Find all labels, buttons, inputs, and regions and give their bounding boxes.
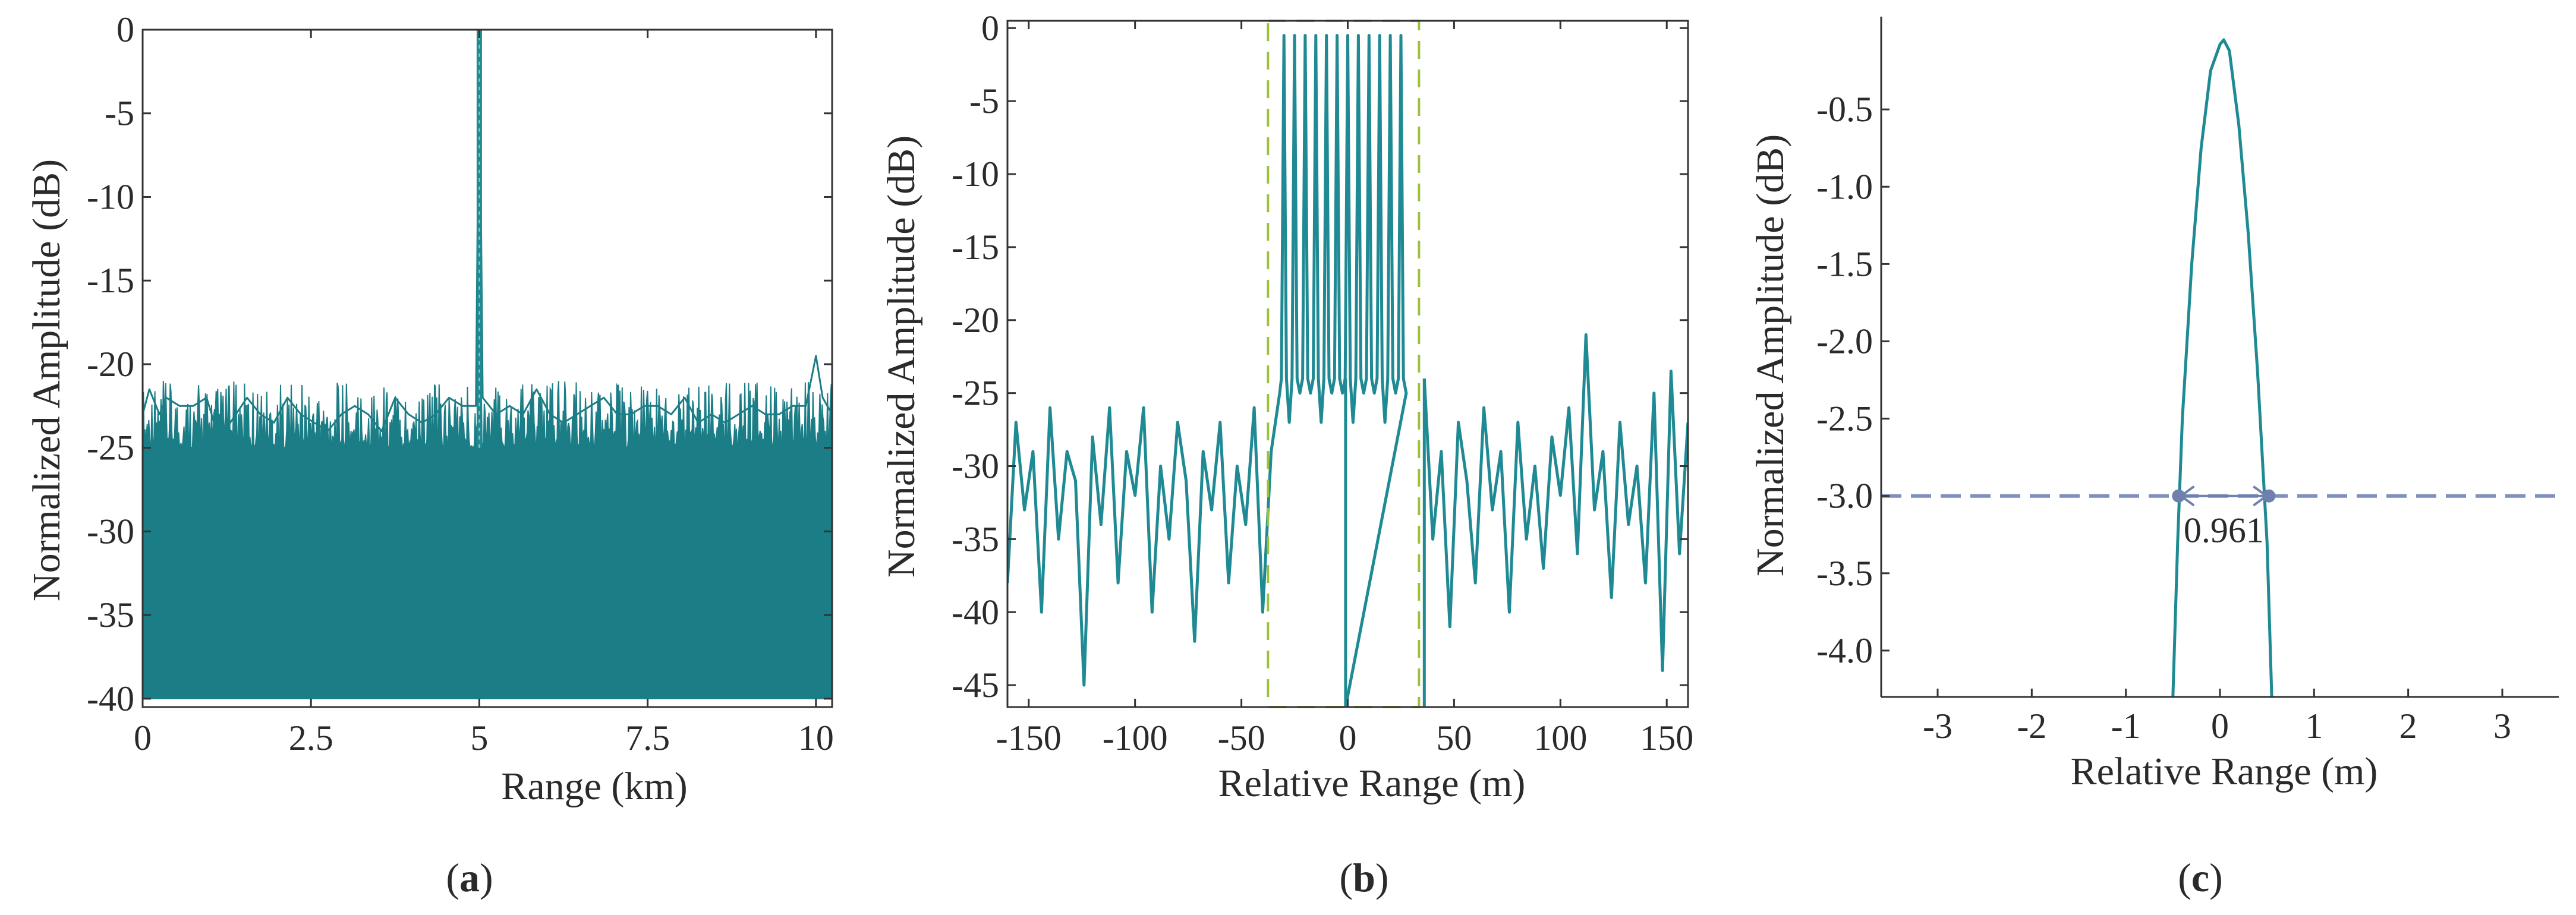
panel-b-ytick-label: -10 xyxy=(952,154,999,194)
panel-a-xtick-label: 10 xyxy=(798,718,834,758)
panel-label-b-open: ( xyxy=(1339,855,1353,900)
panel-label-a: (a) xyxy=(446,855,493,900)
panel-c-chart: Relative Range (m) Normalized Amplitude … xyxy=(1749,17,2559,793)
panel-b-ytick-label: -45 xyxy=(952,665,999,705)
panel-b-xtick-label: -150 xyxy=(996,718,1062,758)
panel-a-ytick-label: 0 xyxy=(116,10,134,49)
panel-c-annotation: 0.961 xyxy=(2184,511,2264,550)
panel-b-xtick-label: 50 xyxy=(1436,718,1472,758)
panel-b-pulse-train xyxy=(1278,34,1408,707)
panel-c-xtick-label: 0 xyxy=(2211,706,2229,746)
panel-label-a-close: ) xyxy=(480,855,493,900)
panel-a-ytick-label: -30 xyxy=(87,512,134,551)
panel-b-ytick-label: 0 xyxy=(981,8,999,48)
panel-c-marker-left xyxy=(2172,489,2185,503)
panel-b-xtick-label: 100 xyxy=(1533,718,1587,758)
panel-c-ytick-label: -3.5 xyxy=(1816,554,1873,593)
panel-a-ylabel: Normalized Amplitude (dB) xyxy=(25,159,68,601)
panel-a-ytick-label: -5 xyxy=(105,94,134,133)
panel-b-ytick-label: -15 xyxy=(952,228,999,267)
panel-b-ytick-label: -20 xyxy=(952,301,999,340)
panel-a-ytick-label: -10 xyxy=(87,177,134,216)
panel-label-c-close: ) xyxy=(2209,855,2223,900)
panel-label-a-letter: a xyxy=(459,855,480,900)
panel-b-ytick-label: -40 xyxy=(952,592,999,632)
panel-b-series-left xyxy=(1007,393,1281,687)
panel-c-ytick-label: -1.5 xyxy=(1816,244,1873,283)
panel-label-b: (b) xyxy=(1339,855,1388,900)
panel-b-xtick-label: -50 xyxy=(1218,718,1265,758)
panel-c-ytick-label: -2.0 xyxy=(1816,321,1873,361)
panel-b-series-right xyxy=(1422,333,1688,673)
panel-a-xtick-label: 7.5 xyxy=(625,718,670,758)
panel-b-plot xyxy=(1007,34,1688,707)
panel-a-xtick-label: 2.5 xyxy=(289,718,333,758)
panel-b-xlabel: Relative Range (m) xyxy=(1218,762,1526,805)
panel-c-xtick-label: -1 xyxy=(2111,706,2141,746)
panel-a-chart: Range (km) Normalized Amplitude (dB) 0 2.… xyxy=(25,10,834,808)
panel-a-ytick-label: -20 xyxy=(87,345,134,384)
panel-a-noise-band xyxy=(143,381,832,699)
panel-a-frame xyxy=(141,29,833,708)
panel-c-xtick-label: -2 xyxy=(2017,706,2046,746)
panel-label-b-close: ) xyxy=(1375,855,1389,900)
panel-b-ylabel: Normalized Amplitude (dB) xyxy=(880,135,923,578)
panel-c-xtick-label: 1 xyxy=(2305,706,2323,746)
panel-a-xtick-label: 5 xyxy=(470,718,488,758)
panel-b-xtick-label: 150 xyxy=(1640,718,1693,758)
panel-a-xlabel: Range (km) xyxy=(501,765,687,808)
panel-c-ytick-label: -0.5 xyxy=(1816,90,1873,129)
panel-b-xtick-label: -100 xyxy=(1103,718,1168,758)
panel-b-xtick-label: 0 xyxy=(1339,718,1357,758)
panel-c-ylabel: Normalized Amplitude (dB) xyxy=(1749,134,1792,576)
panel-c-xtick-label: -3 xyxy=(1923,706,1953,746)
panel-label-c-open: ( xyxy=(2178,855,2191,900)
panel-a-xtick-label: 0 xyxy=(134,718,152,758)
panel-a-ytick-label: -15 xyxy=(87,261,134,300)
panel-label-a-open: ( xyxy=(446,855,459,900)
panel-b-ytick-label: -30 xyxy=(952,447,999,486)
panel-c-ytick-label: -3.0 xyxy=(1816,477,1873,516)
panel-c-plot xyxy=(2171,38,2273,697)
panel-c-xlabel: Relative Range (m) xyxy=(2071,750,2378,793)
panel-c-ytick-label: -4.0 xyxy=(1816,631,1873,670)
panel-b-ytick-label: -5 xyxy=(969,81,999,121)
panel-c-ytick-label: -2.5 xyxy=(1816,399,1873,438)
panel-label-c: (c) xyxy=(2178,855,2223,900)
panel-b-ytick-label: -25 xyxy=(952,374,999,413)
panel-c-ytick-label: -1.0 xyxy=(1816,167,1873,206)
panel-c-xtick-label: 2 xyxy=(2399,706,2417,746)
panel-a-ytick-label: -35 xyxy=(87,595,134,635)
panel-label-c-letter: c xyxy=(2191,855,2209,900)
panel-c-xtick-label: 3 xyxy=(2493,706,2511,746)
panel-b-ytick-label: -35 xyxy=(952,519,999,559)
panel-a-ytick-label: -25 xyxy=(87,428,134,468)
panel-b-chart: Relative Range (m) Normalized Amplitude … xyxy=(880,8,1693,805)
panel-c-marker-right xyxy=(2262,489,2276,503)
panel-label-b-letter: b xyxy=(1353,855,1375,900)
panel-c-series-mainlobe xyxy=(2171,38,2273,697)
panel-a-plot xyxy=(143,30,832,699)
panel-a-ytick-label: -40 xyxy=(87,679,134,718)
